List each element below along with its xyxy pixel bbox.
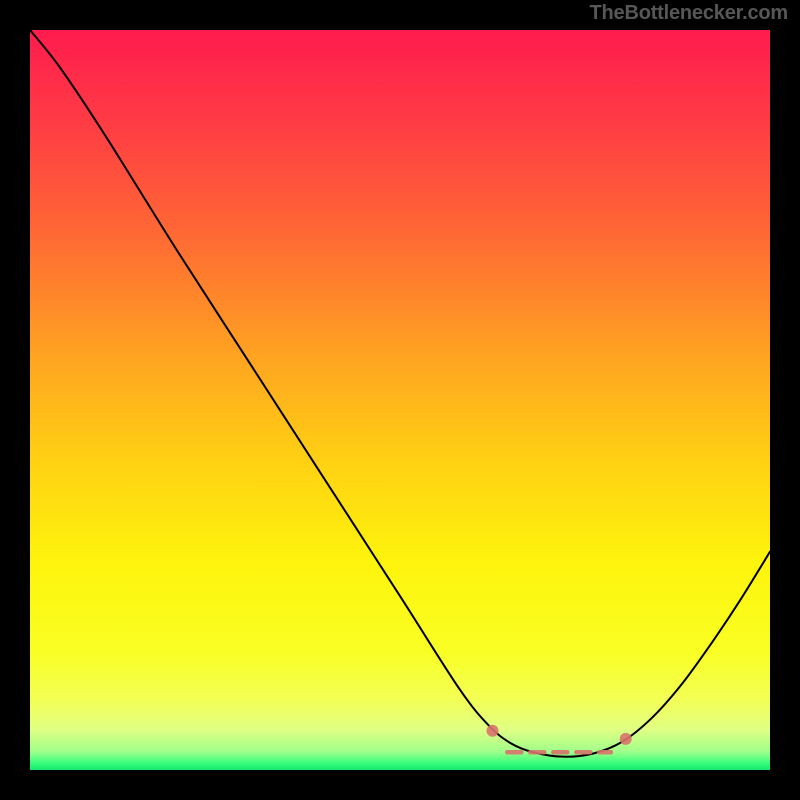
optimal-start-marker <box>487 725 498 736</box>
stage: TheBottlenecker.com <box>0 0 800 800</box>
bottleneck-curve <box>30 30 770 757</box>
curve-layer <box>30 30 770 770</box>
plot-area <box>30 30 770 770</box>
optimal-end-marker <box>620 733 631 744</box>
watermark-text: TheBottlenecker.com <box>590 2 789 25</box>
